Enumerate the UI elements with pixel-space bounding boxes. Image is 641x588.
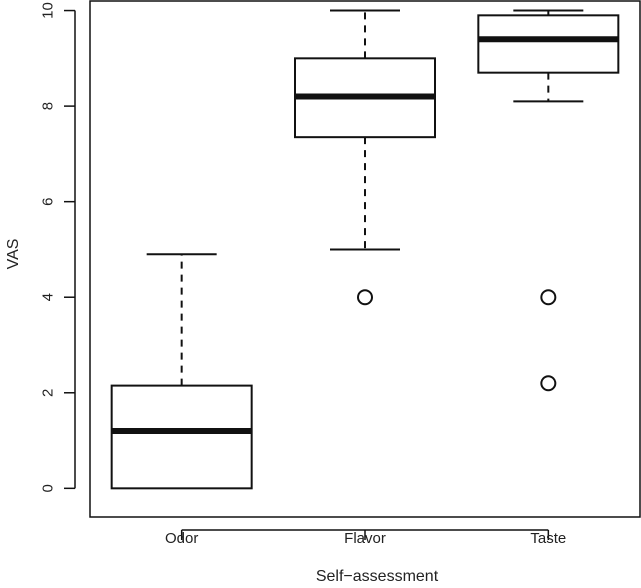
- y-tick-label: 6: [39, 197, 56, 205]
- y-axis-title: VAS: [5, 239, 22, 270]
- box-taste: [477, 9, 620, 392]
- box-flavor: [294, 9, 436, 306]
- y-tick-label: 8: [39, 102, 56, 110]
- outlier-point: [540, 375, 557, 392]
- plot-frame: [89, 0, 641, 518]
- iqr-box: [110, 384, 253, 490]
- outlier-point: [357, 289, 373, 306]
- y-tick-label: 0: [39, 484, 56, 492]
- x-axis: Odor Flavor Taste: [165, 529, 566, 547]
- y-tick-label: 10: [39, 2, 56, 19]
- x-tick-label-taste: Taste: [530, 530, 566, 547]
- y-tick-label: 4: [39, 293, 56, 301]
- x-tick-label-flavor: Flavor: [344, 530, 386, 547]
- y-tick-label: 2: [39, 389, 56, 397]
- box-odor: [110, 253, 253, 490]
- x-axis-title: Self−assessment: [316, 568, 439, 585]
- y-axis: 0 2 4 6 8 10: [39, 2, 76, 493]
- outlier-point: [540, 289, 557, 306]
- boxes-group: [110, 9, 620, 490]
- x-tick-label-odor: Odor: [165, 530, 198, 547]
- iqr-box: [477, 14, 620, 74]
